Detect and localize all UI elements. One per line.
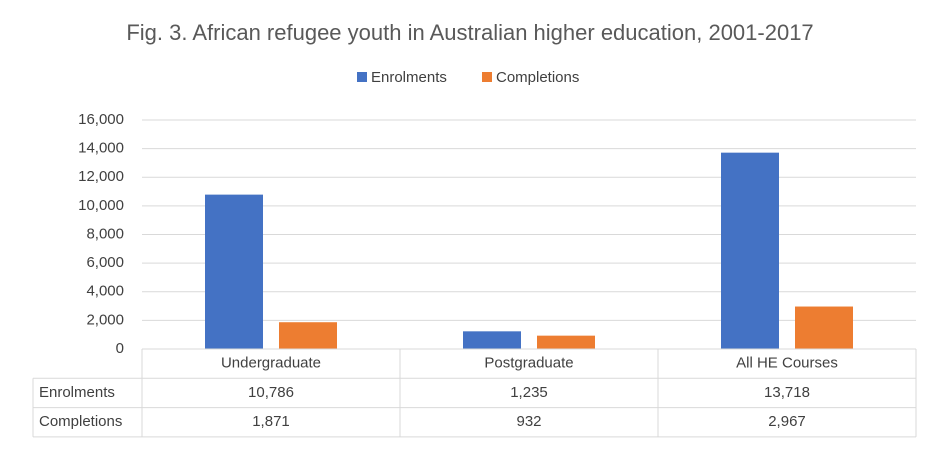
legend-label: Completions [496, 69, 579, 86]
y-tick-label: 14,000 [78, 140, 124, 157]
table-cell: 2,967 [768, 413, 806, 430]
y-tick-label: 8,000 [86, 225, 124, 242]
chart-title: Fig. 3. African refugee youth in Austral… [126, 20, 813, 45]
bar [279, 322, 337, 349]
y-tick-label: 16,000 [78, 111, 124, 128]
table-cell: 13,718 [764, 384, 810, 401]
x-tick-label: Postgraduate [484, 355, 573, 372]
bar [463, 331, 521, 349]
table-cell: 932 [516, 413, 541, 430]
bar [205, 194, 263, 349]
y-tick-label: 12,000 [78, 168, 124, 185]
bar [537, 335, 595, 349]
y-tick-label: 0 [116, 340, 124, 357]
table-cell: 10,786 [248, 384, 294, 401]
bar [721, 152, 779, 349]
table-row-header: Completions [39, 413, 122, 430]
table-cell: 1,871 [252, 413, 290, 430]
legend-swatch [482, 72, 492, 82]
x-tick-label: All HE Courses [736, 355, 838, 372]
y-tick-label: 10,000 [78, 197, 124, 214]
y-tick-label: 2,000 [86, 311, 124, 328]
bar [795, 306, 853, 349]
x-tick-label: Undergraduate [221, 355, 321, 372]
legend-label: Enrolments [371, 69, 447, 86]
table-cell: 1,235 [510, 384, 548, 401]
y-tick-label: 4,000 [86, 283, 124, 300]
table-row-header: Enrolments [39, 384, 115, 401]
y-tick-label: 6,000 [86, 254, 124, 271]
legend-swatch [357, 72, 367, 82]
